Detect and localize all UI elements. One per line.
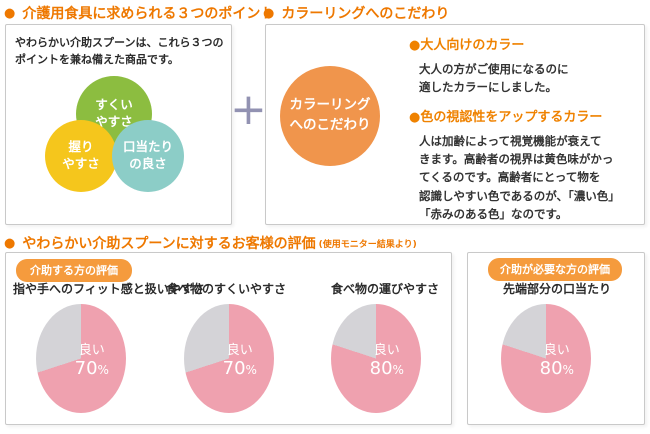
pie-chart-mouthfeel: 良い 80% — [501, 304, 591, 413]
point-circle-mouthfeel: 口当たり の良さ — [112, 120, 184, 192]
section3-title: やわらかい介助スプーンに対するお客様の評価 — [22, 236, 316, 252]
pie-chart-carry: 良い 80% — [331, 304, 421, 413]
caregiver-evaluation-box: 介助する方の評価 指や手へのフィット感と扱いやすさ 食べ物のすくいやすさ 食べ物… — [5, 252, 452, 425]
pie-disc — [184, 304, 274, 413]
section3-note: (使用モニター結果より) — [318, 239, 417, 250]
point-circle-label: すくい やすさ — [95, 97, 133, 129]
point-circle-label: 握り やすさ — [62, 139, 100, 171]
point-heading-visibility-color: ●色の視認性をアップするカラー — [409, 110, 603, 126]
pie-label: 良い 70% — [222, 342, 257, 379]
section3-header: ● やわらかい介助スプーンに対するお客様の評価 (使用モニター結果より) — [4, 233, 417, 253]
section1-title: 介護用食具に求められる３つのポイント — [22, 6, 275, 22]
bullet-icon: ● — [4, 235, 16, 251]
care-receiver-evaluation-box: 介助が必要な方の評価 先端部分の口当たり 良い 80% — [467, 252, 645, 425]
point-circle-label: 口当たり の良さ — [122, 139, 173, 171]
pie-label: 良い 70% — [74, 342, 109, 379]
point-heading-adult-color: ●大人向けのカラー — [409, 38, 525, 53]
pie-label: 良い 80% — [369, 342, 404, 379]
pie-label: 良い 80% — [539, 342, 574, 379]
pie-disc — [501, 304, 591, 413]
pie-chart-fit: 良い 70% — [36, 304, 126, 413]
coloring-circle-label: カラーリング へのこだわり — [289, 97, 371, 133]
coloring-points: ●大人向けのカラー 大人の方がご使用になるのに 適したカラーにしました。 ●色の… — [409, 38, 641, 223]
care-receiver-badge: 介助が必要な方の評価 — [488, 258, 622, 281]
coloring-circle: カラーリング へのこだわり — [280, 66, 380, 166]
pie-disc — [331, 304, 421, 413]
pie-chart-scoop: 良い 70% — [184, 304, 274, 413]
intro-text: やわらかい介助スプーンは、これら３つの ポイントを兼ね備えた商品です。 — [15, 36, 224, 67]
bullet-icon: ● — [263, 5, 275, 21]
chart-title-scoop: 食べ物のすくいやすさ — [166, 282, 287, 296]
section2-title: カラーリングへのこだわり — [281, 6, 450, 22]
point-circle-grip: 握り やすさ — [45, 120, 117, 192]
point-body-visibility-color: 人は加齢によって視覚機能が衰えて きます。高齢者の視界は黄色味がかっ てくるので… — [419, 134, 620, 221]
chart-title-carry: 食べ物の運びやすさ — [331, 282, 440, 296]
point-body-adult-color: 大人の方がご使用になるのに 適したカラーにしました。 — [419, 61, 569, 95]
chart-title-mouthfeel: 先端部分の口当たり — [502, 282, 611, 296]
caregiver-badge: 介助する方の評価 — [16, 259, 132, 282]
plus-icon: + — [230, 84, 267, 135]
section1-header: ● 介護用食具に求められる３つのポイント — [4, 3, 274, 23]
coloring-box: カラーリング へのこだわり ●大人向けのカラー 大人の方がご使用になるのに 適し… — [265, 24, 645, 225]
pie-disc — [36, 304, 126, 413]
three-points-box: やわらかい介助スプーンは、これら３つの ポイントを兼ね備えた商品です。 すくい … — [5, 24, 232, 225]
bullet-icon: ● — [4, 5, 16, 21]
section2-header: ● カラーリングへのこだわり — [263, 3, 449, 23]
chart-title-fit: 指や手へのフィット感と扱いやすさ — [13, 282, 205, 296]
